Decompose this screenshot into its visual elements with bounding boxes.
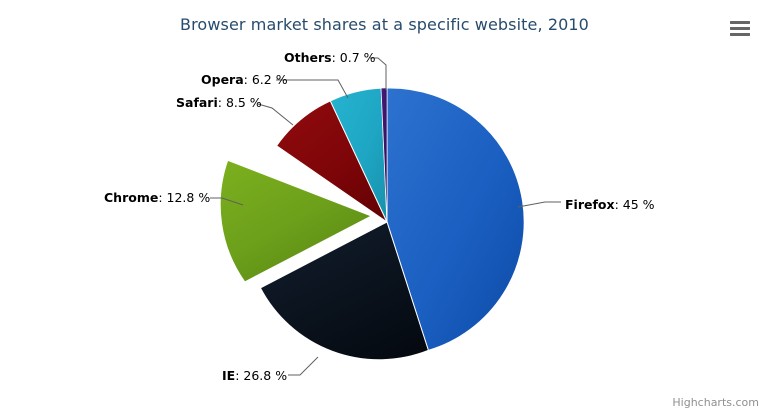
pie-slice-chrome[interactable] <box>219 159 373 283</box>
pie-slice-ie[interactable] <box>259 221 430 361</box>
data-label-others-name: Others <box>284 50 332 65</box>
data-label-others-value: 0.7 % <box>339 50 376 65</box>
connector-opera <box>276 79 349 99</box>
data-label-opera: Opera: 6.2 % <box>201 73 288 87</box>
data-label-safari-value: 8.5 % <box>225 95 262 110</box>
data-label-safari: Safari: 8.5 % <box>176 96 262 110</box>
data-label-safari-sep: : <box>217 95 226 110</box>
highcharts-credits-link[interactable]: Highcharts.com <box>672 396 759 409</box>
data-label-opera-sep: : <box>243 72 252 87</box>
hamburger-icon-bar-2 <box>730 27 750 30</box>
connector-others <box>370 57 387 90</box>
data-label-chrome-value: 12.8 % <box>166 190 211 205</box>
data-label-firefox: Firefox: 45 % <box>565 198 655 212</box>
data-label-ie: IE: 26.8 % <box>222 369 287 383</box>
hamburger-icon-bar-1 <box>730 21 750 24</box>
data-label-chrome: Chrome: 12.8 % <box>104 191 210 205</box>
data-label-chrome-name: Chrome <box>104 190 159 205</box>
connector-chrome <box>210 197 244 206</box>
data-label-others-sep: : <box>331 50 340 65</box>
data-label-ie-value: 26.8 % <box>243 368 288 383</box>
pie-slice-firefox[interactable] <box>386 87 525 352</box>
data-label-ie-sep: : <box>235 368 244 383</box>
data-label-firefox-value: 45 % <box>622 197 655 212</box>
data-label-firefox-sep: : <box>614 197 623 212</box>
data-label-safari-name: Safari <box>176 95 218 110</box>
data-label-firefox-name: Firefox <box>565 197 615 212</box>
connector-firefox <box>517 201 561 208</box>
hamburger-icon-bar-3 <box>730 33 750 36</box>
data-label-chrome-sep: : <box>158 190 167 205</box>
context-menu-button[interactable] <box>728 17 752 39</box>
data-label-opera-value: 6.2 % <box>251 72 288 87</box>
connector-ie <box>288 356 319 376</box>
chart-title: Browser market shares at a specific webs… <box>180 15 589 34</box>
data-label-others: Others: 0.7 % <box>284 51 376 65</box>
data-label-ie-name: IE <box>222 368 236 383</box>
data-label-opera-name: Opera <box>201 72 244 87</box>
connector-safari <box>257 103 294 126</box>
pie-slice-others[interactable] <box>380 87 388 223</box>
